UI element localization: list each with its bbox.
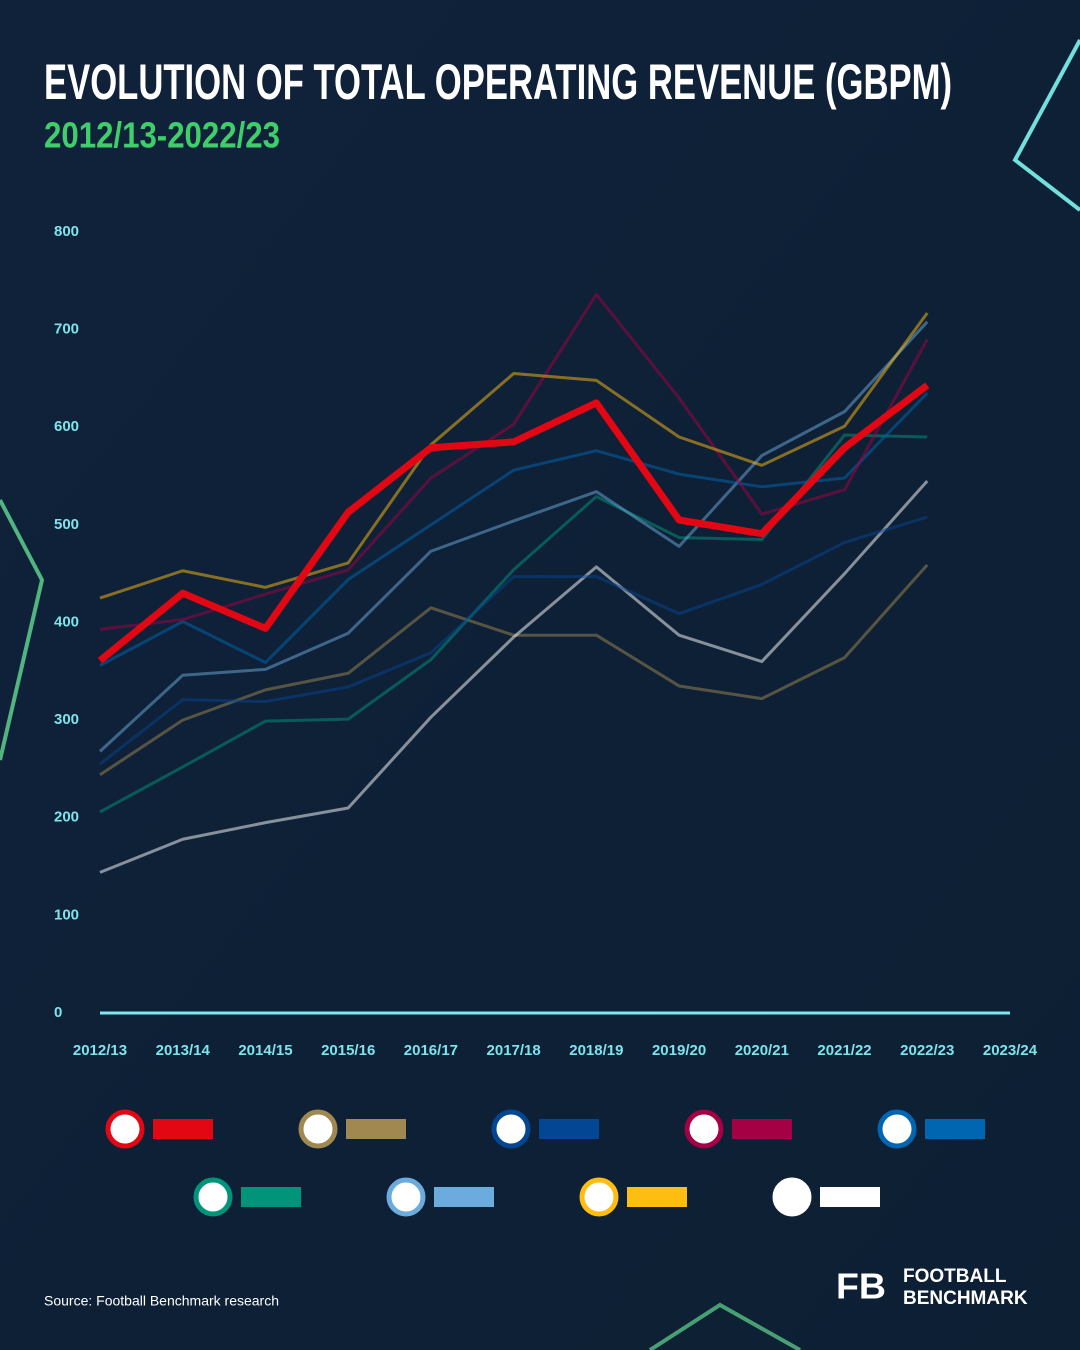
legend-crest: [877, 1109, 917, 1149]
y-tick-label: 100: [54, 906, 79, 923]
legend-swatch: [627, 1187, 687, 1207]
x-tick-label: 2014/15: [238, 1042, 292, 1059]
y-tick-label: 200: [54, 809, 79, 826]
series-line: [99, 312, 929, 600]
source: Source: Football Benchmark research: [44, 1293, 279, 1309]
chart-subtitle: 2012/13-2022/23: [44, 115, 280, 156]
series-line: [99, 392, 929, 667]
brand-mark: FB: [836, 1266, 886, 1307]
legend-crest: [579, 1177, 619, 1217]
legend-swatch: [241, 1187, 301, 1207]
x-tick-label: 2013/14: [156, 1042, 211, 1059]
x-tick-label: 2018/19: [569, 1042, 623, 1059]
legend-swatch: [820, 1187, 880, 1207]
neon-deco: [648, 1302, 801, 1350]
legend-swatch: [434, 1187, 494, 1207]
series-line: [98, 320, 929, 753]
y-tick-label: 600: [54, 418, 79, 435]
legend-crest: [105, 1109, 145, 1149]
x-tick-label: 2012/13: [73, 1042, 127, 1059]
y-tick-label: 300: [54, 711, 79, 728]
series-line: [99, 479, 929, 874]
brand-line: BENCHMARK: [903, 1288, 1028, 1309]
legend-crest: [772, 1177, 812, 1217]
legend-swatch: [346, 1119, 406, 1139]
y-tick-label: 500: [54, 516, 79, 533]
legend-crest: [684, 1109, 724, 1149]
legend-swatch: [732, 1119, 792, 1139]
legend-crest: [193, 1177, 233, 1217]
chart-title: EVOLUTION OF TOTAL OPERATING REVENUE (GB…: [44, 54, 952, 110]
x-tick-label: 2016/17: [404, 1042, 458, 1059]
y-tick-label: 700: [54, 321, 79, 338]
neon-deco: [0, 499, 45, 761]
series-line: [97, 382, 930, 664]
x-tick-label: 2023/24: [983, 1042, 1038, 1059]
x-tick-label: 2017/18: [487, 1042, 541, 1059]
x-tick-label: 2021/22: [817, 1042, 871, 1059]
x-tick-label: 2020/21: [735, 1042, 789, 1059]
x-tick-label: 2019/20: [652, 1042, 706, 1059]
brand-line: FOOTBALL: [903, 1266, 1007, 1287]
legend-swatch: [925, 1119, 985, 1139]
neon-deco: [1012, 39, 1080, 212]
x-tick-label: 2015/16: [321, 1042, 375, 1059]
y-tick-label: 400: [54, 613, 79, 630]
legend-swatch: [153, 1119, 213, 1139]
y-tick-label: 800: [54, 223, 79, 240]
legend-crest: [386, 1177, 426, 1217]
legend-crest: [491, 1109, 531, 1149]
series-line: [99, 515, 928, 766]
x-tick-label: 2022/23: [900, 1042, 954, 1059]
legend-swatch: [539, 1119, 599, 1139]
legend-crest: [298, 1109, 338, 1149]
y-tick-label: 0: [54, 1004, 62, 1021]
